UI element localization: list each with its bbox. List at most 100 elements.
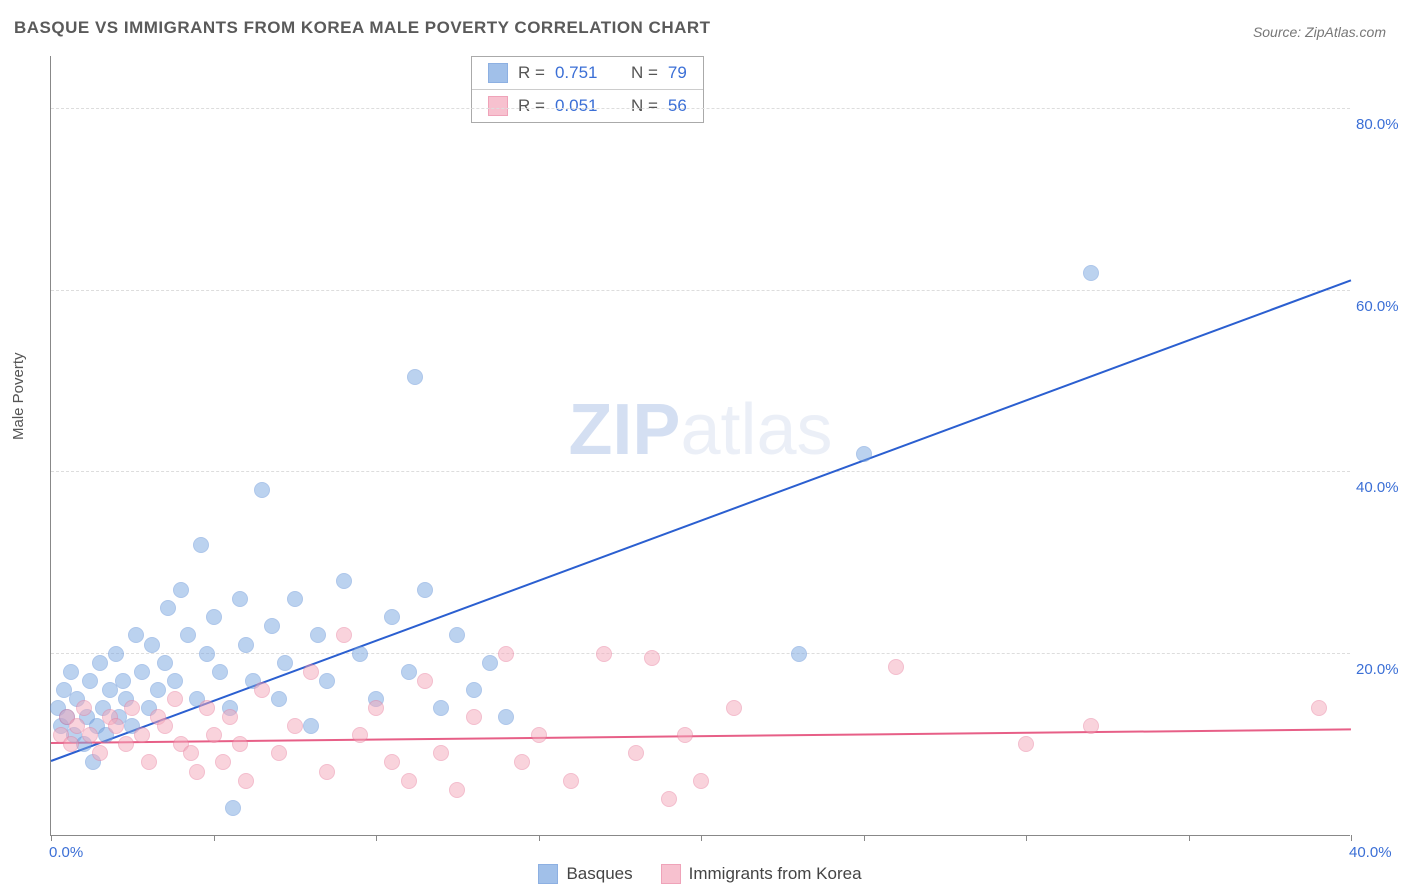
x-tick-mark bbox=[701, 835, 702, 841]
scatter-point bbox=[407, 369, 423, 385]
scatter-point bbox=[677, 727, 693, 743]
scatter-point bbox=[124, 700, 140, 716]
gridline-horizontal bbox=[51, 290, 1350, 291]
legend-swatch bbox=[488, 63, 508, 83]
y-tick-label: 60.0% bbox=[1356, 298, 1406, 315]
scatter-point bbox=[157, 718, 173, 734]
scatter-point bbox=[433, 700, 449, 716]
scatter-point bbox=[144, 637, 160, 653]
scatter-point bbox=[82, 727, 98, 743]
scatter-point bbox=[76, 700, 92, 716]
scatter-point bbox=[189, 764, 205, 780]
legend-series-item: Immigrants from Korea bbox=[661, 864, 862, 884]
scatter-point bbox=[141, 754, 157, 770]
x-tick-mark bbox=[1189, 835, 1190, 841]
gridline-horizontal bbox=[51, 653, 1350, 654]
scatter-point bbox=[118, 736, 134, 752]
legend-stat-row: R = 0.051 N = 56 bbox=[472, 89, 703, 122]
scatter-point bbox=[368, 700, 384, 716]
scatter-point bbox=[596, 646, 612, 662]
n-label: N = bbox=[631, 96, 658, 116]
scatter-point bbox=[856, 446, 872, 462]
legend-series-label: Immigrants from Korea bbox=[689, 864, 862, 884]
scatter-point bbox=[115, 673, 131, 689]
scatter-point bbox=[180, 627, 196, 643]
x-tick-mark bbox=[376, 835, 377, 841]
scatter-point bbox=[254, 482, 270, 498]
scatter-point bbox=[271, 745, 287, 761]
scatter-point bbox=[134, 727, 150, 743]
scatter-point bbox=[384, 754, 400, 770]
scatter-point bbox=[92, 745, 108, 761]
scatter-point bbox=[238, 637, 254, 653]
scatter-point bbox=[644, 650, 660, 666]
n-value: 56 bbox=[668, 96, 687, 116]
r-label: R = bbox=[518, 63, 545, 83]
scatter-point bbox=[225, 800, 241, 816]
scatter-point bbox=[417, 582, 433, 598]
scatter-point bbox=[401, 773, 417, 789]
scatter-point bbox=[222, 709, 238, 725]
gridline-horizontal bbox=[51, 108, 1350, 109]
gridline-horizontal bbox=[51, 471, 1350, 472]
scatter-point bbox=[319, 764, 335, 780]
scatter-point bbox=[303, 718, 319, 734]
scatter-point bbox=[193, 537, 209, 553]
scatter-point bbox=[108, 646, 124, 662]
legend-swatch bbox=[538, 864, 558, 884]
scatter-point bbox=[232, 736, 248, 752]
scatter-point bbox=[232, 591, 248, 607]
scatter-point bbox=[199, 646, 215, 662]
scatter-point bbox=[693, 773, 709, 789]
r-value: 0.051 bbox=[555, 96, 613, 116]
trend-line bbox=[51, 280, 1352, 763]
scatter-point bbox=[1311, 700, 1327, 716]
scatter-point bbox=[173, 582, 189, 598]
scatter-point bbox=[482, 655, 498, 671]
page-title: BASQUE VS IMMIGRANTS FROM KOREA MALE POV… bbox=[14, 18, 711, 38]
scatter-point bbox=[167, 691, 183, 707]
scatter-point bbox=[1083, 718, 1099, 734]
legend-stats-box: R = 0.751N = 79R = 0.051N = 56 bbox=[471, 56, 704, 123]
scatter-point bbox=[352, 646, 368, 662]
scatter-point bbox=[1018, 736, 1034, 752]
scatter-point bbox=[661, 791, 677, 807]
scatter-point bbox=[401, 664, 417, 680]
scatter-point bbox=[726, 700, 742, 716]
n-label: N = bbox=[631, 63, 658, 83]
scatter-point bbox=[92, 655, 108, 671]
scatter-point bbox=[183, 745, 199, 761]
legend-swatch bbox=[661, 864, 681, 884]
scatter-point bbox=[82, 673, 98, 689]
x-tick-label: 0.0% bbox=[49, 844, 83, 861]
legend-series-item: Basques bbox=[538, 864, 632, 884]
y-tick-label: 40.0% bbox=[1356, 479, 1406, 496]
legend-swatch bbox=[488, 96, 508, 116]
scatter-point bbox=[888, 659, 904, 675]
scatter-point bbox=[417, 673, 433, 689]
scatter-point bbox=[384, 609, 400, 625]
scatter-point bbox=[157, 655, 173, 671]
scatter-point bbox=[287, 591, 303, 607]
scatter-point bbox=[628, 745, 644, 761]
legend-stat-row: R = 0.751N = 79 bbox=[472, 57, 703, 89]
scatter-point bbox=[271, 691, 287, 707]
scatter-point bbox=[167, 673, 183, 689]
r-value: 0.751 bbox=[555, 63, 613, 83]
source-attribution: Source: ZipAtlas.com bbox=[1253, 24, 1386, 40]
scatter-point bbox=[449, 627, 465, 643]
source-link[interactable]: ZipAtlas.com bbox=[1305, 24, 1386, 40]
scatter-point bbox=[449, 782, 465, 798]
scatter-point bbox=[212, 664, 228, 680]
scatter-point bbox=[150, 682, 166, 698]
scatter-point bbox=[1083, 265, 1099, 281]
r-label: R = bbox=[518, 96, 545, 116]
scatter-point bbox=[433, 745, 449, 761]
scatter-point bbox=[160, 600, 176, 616]
watermark: ZIPatlas bbox=[568, 389, 832, 471]
scatter-point bbox=[199, 700, 215, 716]
scatter-point bbox=[134, 664, 150, 680]
x-tick-mark bbox=[1026, 835, 1027, 841]
scatter-point bbox=[63, 664, 79, 680]
scatter-point bbox=[287, 718, 303, 734]
